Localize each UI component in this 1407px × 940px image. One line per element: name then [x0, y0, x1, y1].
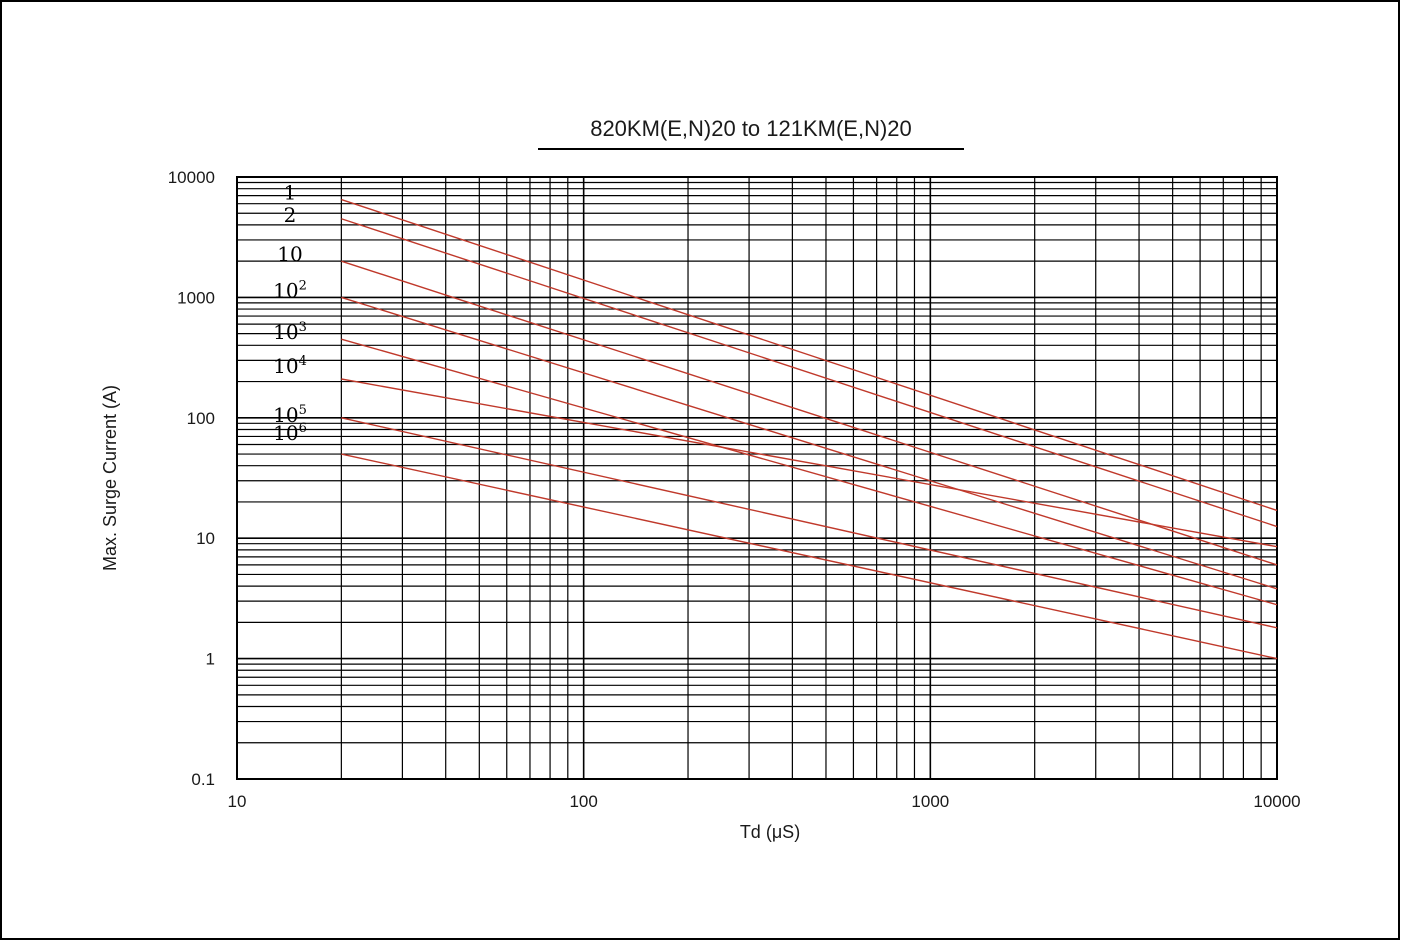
- curve-label: 103: [273, 320, 307, 344]
- y-tick-label: 0.1: [191, 770, 215, 789]
- x-tick-label: 10000: [1253, 792, 1300, 811]
- series-line-3: [341, 260, 1278, 566]
- series-lines: [341, 198, 1278, 660]
- curve-label: 106: [273, 421, 307, 445]
- series-line-1: [341, 198, 1278, 512]
- series-line-2: [341, 218, 1278, 528]
- curve-label: 104: [273, 354, 307, 378]
- x-axis-label: Td (μS): [740, 822, 800, 842]
- series-line-4: [341, 296, 1278, 590]
- plot-border: [236, 176, 1278, 780]
- x-tick-label: 100: [569, 792, 597, 811]
- tick-labels: 10 100 1000 10000 10000 1000 100 10 1 0.1: [168, 168, 1301, 811]
- y-tick-label: 10: [196, 529, 215, 548]
- grid: [236, 176, 1278, 780]
- chart-title: 820KM(E,N)20 to 121KM(E,N)20: [538, 116, 964, 150]
- y-tick-label: 100: [187, 409, 215, 428]
- y-tick-label: 1: [206, 650, 215, 669]
- curve-label: 102: [273, 278, 307, 302]
- y-tick-label: 10000: [168, 168, 215, 187]
- curve-label: 105: [273, 403, 307, 427]
- series-line-8: [341, 453, 1278, 660]
- x-tick-label: 1000: [911, 792, 949, 811]
- x-tick-label: 10: [228, 792, 247, 811]
- curve-label: 10: [277, 242, 302, 266]
- series-line-5: [341, 338, 1278, 606]
- y-axis-label: Max. Surge Current (A): [100, 385, 120, 571]
- y-tick-label: 1000: [177, 288, 215, 307]
- series-line-7: [341, 417, 1278, 629]
- curve-label: 2: [284, 203, 297, 227]
- curve-label: 1: [284, 181, 297, 205]
- series-line-6: [341, 378, 1278, 548]
